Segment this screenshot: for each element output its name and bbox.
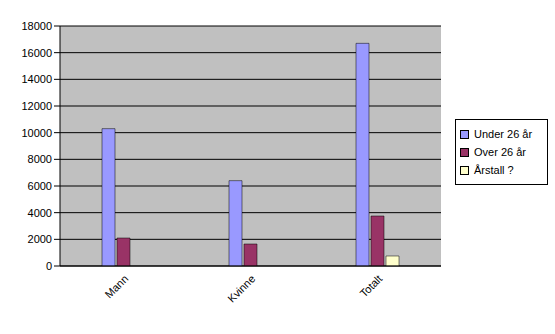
html-text:Over 26 år: Over 26 år [474,146,526,158]
html-text:Årstall ?: Årstall ? [474,164,514,176]
svg-text:16000: 16000 [21,47,52,59]
svg-text:10000: 10000 [21,127,52,139]
svg-text:4000: 4000 [28,207,52,219]
svg-text:18000: 18000 [21,20,52,32]
svg-text:8000: 8000 [28,153,52,165]
svg-text:12000: 12000 [21,100,52,112]
svg-text:Mann: Mann [102,272,130,300]
svg-text:Kvinne: Kvinne [225,272,257,304]
svg-text:2000: 2000 [28,233,52,245]
svg-text:0: 0 [46,260,52,272]
svg-text:Totalt: Totalt [357,272,384,299]
html-text:Under 26 år: Under 26 år [474,128,533,140]
svg-text:6000: 6000 [28,180,52,192]
svg-text:14000: 14000 [21,73,52,85]
